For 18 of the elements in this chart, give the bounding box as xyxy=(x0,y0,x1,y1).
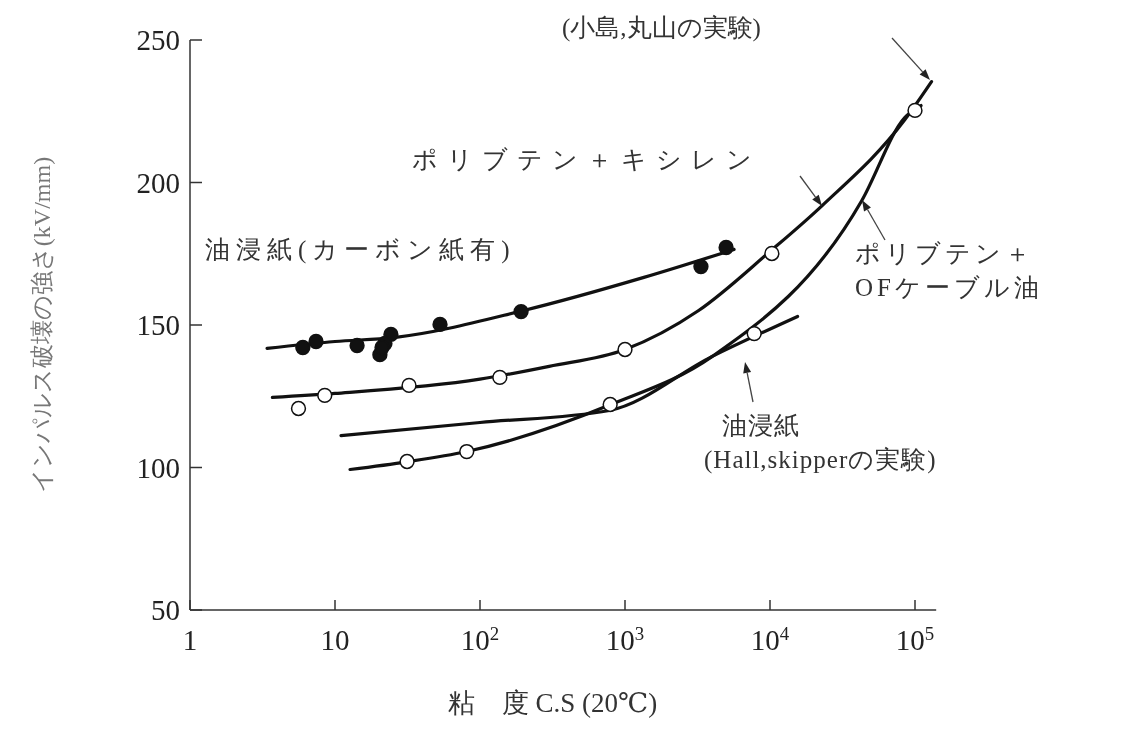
x-tick-label: 1 xyxy=(182,624,198,656)
x-tick-label: 10$^{2}$ xyxy=(460,622,500,656)
y-axis-title: インパルス破壊の強さ(kV/mm) xyxy=(29,156,55,494)
annotation: (小島,丸山の実験) xyxy=(562,14,761,42)
series-label: 油浸紙(カーボン紙有) xyxy=(205,236,516,264)
y-tick-label: 50 xyxy=(151,594,180,627)
series-label: ポリブテン＋OFケーブル油 xyxy=(855,240,1043,301)
y-tick-label: 150 xyxy=(136,309,180,342)
y-tick-label: 100 xyxy=(136,451,180,484)
x-tick-label: 10$^{4}$ xyxy=(750,622,790,656)
series-label: 油浸紙(Hall,skipperの実験) xyxy=(704,412,937,474)
x-tick-label: 10 xyxy=(320,624,350,656)
text: ポリブテン＋キシレン xyxy=(412,146,761,173)
y-tick-label: 200 xyxy=(136,166,180,199)
x-tick-label: 10$^{3}$ xyxy=(605,622,645,656)
x-axis-title: 粘 度 C.S (20℃) xyxy=(447,688,658,718)
x-tick-label: 10$^{5}$ xyxy=(895,622,935,656)
y-tick-label: 250 xyxy=(136,24,180,57)
